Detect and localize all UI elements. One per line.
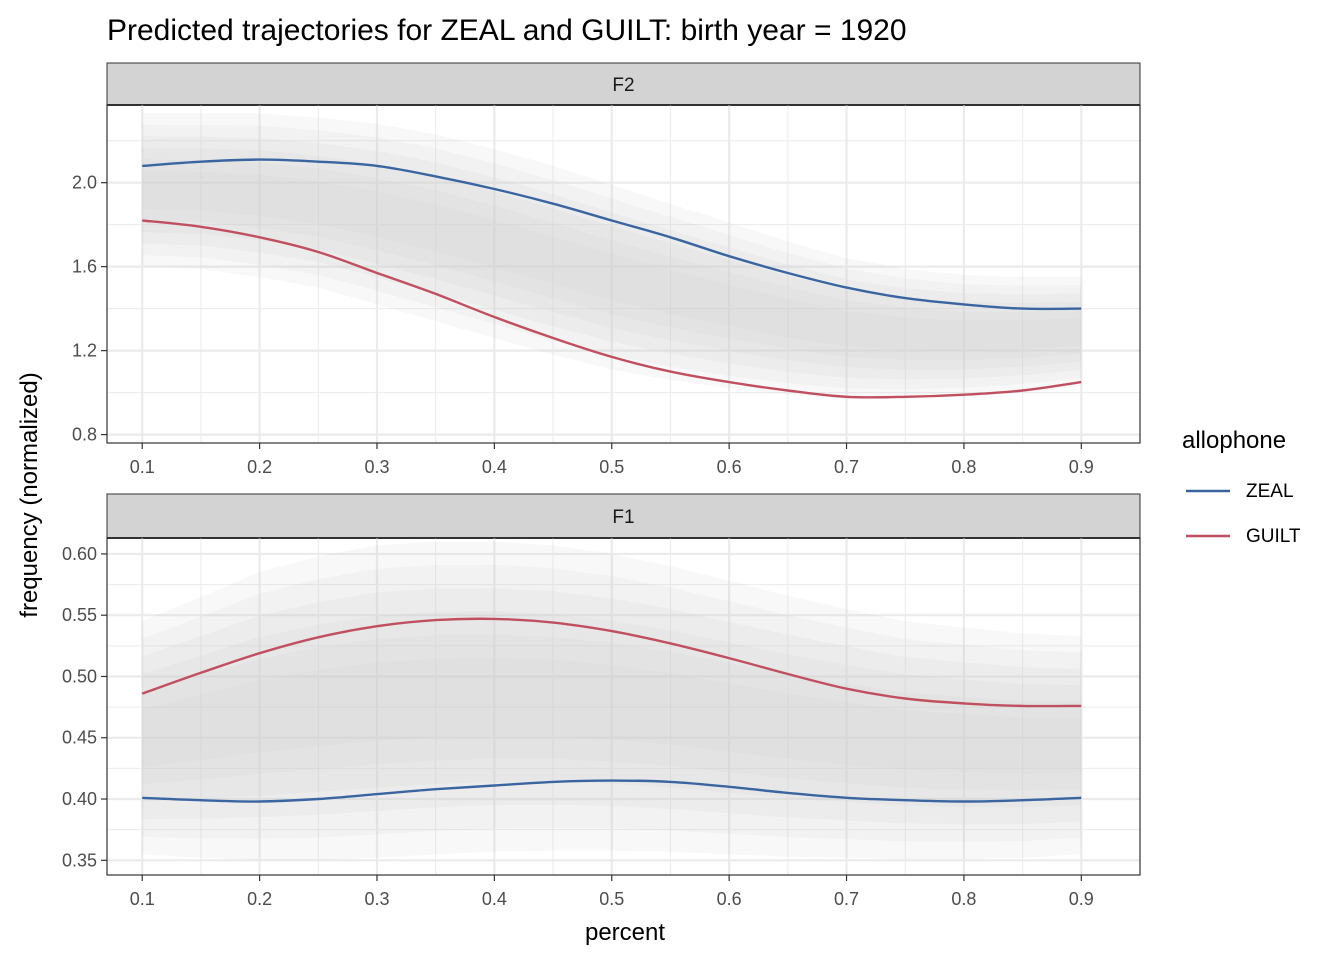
x-tick-label: 0.7 bbox=[834, 889, 859, 909]
ribbon-layer-f1 bbox=[142, 564, 1082, 842]
series-line-guilt-f1 bbox=[141, 617, 1082, 708]
x-tick-label: 0.1 bbox=[130, 889, 155, 909]
y-axis-title: frequency (normalized) bbox=[16, 372, 43, 617]
y-axis-f1: 0.35 0.40 0.45 0.50 0.55 0.60 bbox=[62, 544, 107, 870]
ribbon-layer-f1 bbox=[142, 657, 1082, 774]
x-tick-label: 0.3 bbox=[364, 889, 389, 909]
series-line-zeal-f1 bbox=[142, 779, 1082, 803]
legend-title: allophone bbox=[1182, 427, 1286, 454]
x-tick-label: 0.7 bbox=[834, 457, 859, 477]
facet-panel-f2: F2 0.8 1.2 1.6 2.0 0.1 0.2 0.3 0.4 0.5 0.6 0.7 0.8… bbox=[72, 62, 1141, 477]
legend: allophone ZEAL GUILT bbox=[1182, 427, 1301, 547]
ribbon-layer-f2 bbox=[142, 170, 1082, 352]
legend-label-zeal: ZEAL bbox=[1246, 481, 1294, 502]
series-line-zeal-f2 bbox=[142, 158, 1082, 311]
panel-border-f1 bbox=[106, 537, 1141, 876]
y-tick-label: 0.45 bbox=[62, 728, 97, 748]
facet-label-f2: F2 bbox=[612, 75, 634, 96]
x-tick-label: 0.2 bbox=[247, 457, 272, 477]
ribbon-layer-f2 bbox=[142, 147, 1082, 370]
ribbon-layer-f2 bbox=[142, 159, 1082, 361]
legend-label-guilt: GUILT bbox=[1246, 526, 1301, 547]
ribbon-layer-f1 bbox=[142, 634, 1082, 791]
ribbon-layer-f2 bbox=[142, 136, 1082, 380]
x-tick-label: 0.1 bbox=[130, 457, 155, 477]
facet-strip-f2 bbox=[106, 62, 1141, 106]
chart-title: Predicted trajectories for ZEAL and GUIL… bbox=[107, 14, 907, 47]
ribbon-f2 bbox=[142, 113, 1082, 399]
y-tick-label: 0.60 bbox=[62, 544, 97, 564]
ribbon-layer-f2 bbox=[142, 113, 1082, 399]
ribbon-layer-f1 bbox=[142, 611, 1082, 808]
panel-border-f2 bbox=[106, 104, 1141, 444]
x-tick-label: 0.4 bbox=[482, 889, 507, 909]
x-tick-label: 0.6 bbox=[717, 889, 742, 909]
y-tick-label: 0.50 bbox=[62, 666, 97, 686]
y-tick-label: 0.55 bbox=[62, 605, 97, 625]
y-tick-label: 0.40 bbox=[62, 789, 97, 809]
x-tick-label: 0.4 bbox=[482, 457, 507, 477]
gridlines-f1 bbox=[107, 538, 1140, 875]
series-lines-f2 bbox=[142, 158, 1082, 399]
x-axis-f2: 0.1 0.2 0.3 0.4 0.5 0.6 0.7 0.8 0.9 bbox=[130, 443, 1094, 477]
series-line-guilt-f2 bbox=[142, 219, 1082, 399]
facet-label-f1: F1 bbox=[612, 507, 634, 528]
series-lines-f1 bbox=[141, 617, 1082, 803]
y-tick-label: 1.2 bbox=[72, 341, 97, 361]
x-axis-title: percent bbox=[585, 919, 665, 946]
ribbon-layer-f1 bbox=[142, 541, 1082, 861]
y-tick-label: 0.8 bbox=[72, 425, 97, 445]
x-tick-label: 0.5 bbox=[599, 457, 624, 477]
gridlines-f2 bbox=[107, 105, 1140, 443]
x-tick-label: 0.9 bbox=[1069, 457, 1094, 477]
ribbon-layer-f2 bbox=[142, 124, 1082, 390]
ribbon-f1 bbox=[142, 541, 1082, 861]
ribbon-layer-f1 bbox=[142, 588, 1082, 825]
x-tick-label: 0.8 bbox=[951, 889, 976, 909]
x-axis-f1: 0.1 0.2 0.3 0.4 0.5 0.6 0.7 0.8 0.9 bbox=[130, 875, 1094, 909]
facet-panel-f1: F1 0.35 0.40 0.45 0.50 0.55 0.60 0.1 0.2 0.3 0.4… bbox=[62, 493, 1141, 909]
facet-strip-f1 bbox=[106, 493, 1141, 539]
x-tick-label: 0.5 bbox=[599, 889, 624, 909]
x-tick-label: 0.6 bbox=[717, 457, 742, 477]
y-tick-label: 0.35 bbox=[62, 850, 97, 870]
y-tick-label: 2.0 bbox=[72, 173, 97, 193]
x-tick-label: 0.2 bbox=[247, 889, 272, 909]
y-axis-f2: 0.8 1.2 1.6 2.0 bbox=[72, 173, 107, 445]
x-tick-label: 0.8 bbox=[951, 457, 976, 477]
y-tick-label: 1.6 bbox=[72, 257, 97, 277]
x-tick-label: 0.3 bbox=[364, 457, 389, 477]
x-tick-label: 0.9 bbox=[1069, 889, 1094, 909]
